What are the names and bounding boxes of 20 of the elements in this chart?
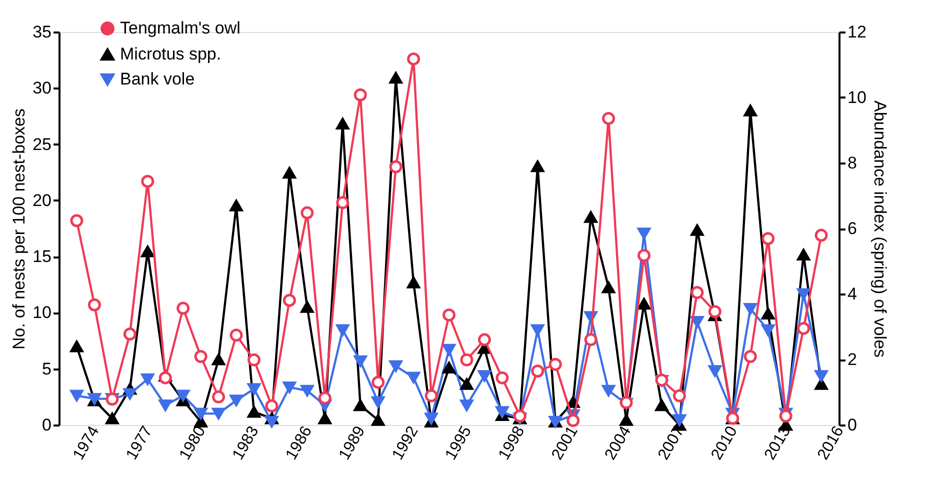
y-tick-label: 15 (32, 247, 52, 266)
y2-tick-label: 6 (848, 219, 857, 238)
y-tick-label: 10 (32, 303, 52, 322)
y-tick-label: 0 (42, 416, 52, 434)
y-tick-label: 5 (42, 359, 52, 378)
y2-tick-label: 12 (848, 22, 866, 42)
y2-tick-label: 0 (848, 416, 857, 434)
y-tick-label: 25 (32, 134, 52, 154)
y2-tick-label: 8 (848, 154, 857, 172)
y2-tick-label: 2 (848, 350, 857, 369)
y2-tick-label: 10 (848, 88, 866, 107)
y-axis-title: No. of nests per 100 nest-boxes (10, 108, 29, 350)
legend-label: Bank vole (120, 70, 195, 88)
legend-label: Tengmalm's owl (120, 18, 240, 38)
y-tick-label: 35 (32, 22, 52, 42)
y-tick-label: 20 (32, 190, 52, 210)
y2-tick-label: 4 (848, 284, 857, 304)
y-tick-label: 30 (32, 78, 52, 98)
y2-axis-title: Abundance index (spring) of voles (870, 100, 890, 358)
legend-label: Microtus spp. (120, 44, 222, 64)
